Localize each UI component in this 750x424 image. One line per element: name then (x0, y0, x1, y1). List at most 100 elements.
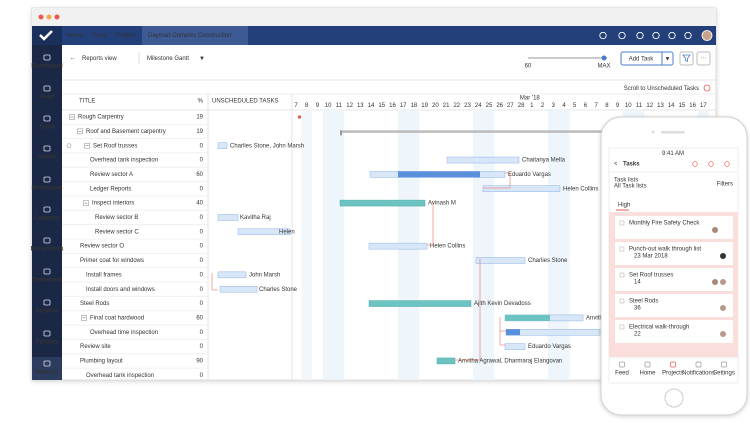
add-task-label[interactable]: Add Task (629, 57, 655, 63)
sidebar-label[interactable]: Issues (38, 155, 57, 161)
view-selector[interactable]: Milestone Gantt (147, 56, 189, 62)
sidebar-label[interactable]: Feed (40, 95, 54, 101)
window-dot[interactable] (38, 14, 44, 20)
sidebar-icon[interactable] (43, 268, 51, 275)
sidebar-label[interactable]: Timesheet (32, 278, 62, 284)
task-bar[interactable] (505, 329, 601, 336)
row-title[interactable]: Primer coat for windows (80, 258, 144, 264)
row-title[interactable]: Install doors and windows (86, 287, 155, 293)
phone-nav-label[interactable]: Notifications (682, 371, 715, 377)
row-title[interactable]: Review sector C (95, 229, 139, 235)
phone-nav-icon[interactable] (695, 361, 702, 368)
avatar[interactable] (701, 30, 713, 41)
close-icon[interactable] (703, 84, 711, 92)
phone-nav-icon[interactable] (644, 361, 651, 368)
nav-item[interactable]: Feed (93, 33, 107, 39)
sidebar-label[interactable]: Calendar (34, 216, 60, 222)
phone-nav-icon[interactable] (721, 361, 727, 368)
task-checkbox[interactable] (619, 220, 625, 226)
nav-icon[interactable] (618, 31, 626, 40)
task-checkbox[interactable] (619, 246, 625, 252)
window-dot[interactable] (46, 14, 52, 20)
home-button[interactable] (664, 388, 684, 408)
scroll-link[interactable]: Scroll to Unscheduled Tasks (624, 86, 699, 92)
row-title[interactable]: Steel Rods (80, 301, 109, 307)
sidebar-icon[interactable] (43, 299, 51, 306)
add-task-button[interactable] (620, 51, 674, 66)
row-title[interactable]: Review sector B (95, 215, 138, 221)
sidebar-icon[interactable] (43, 237, 51, 244)
view-caret[interactable]: ▼ (199, 56, 205, 62)
row-icon[interactable] (66, 143, 72, 148)
sidebar-icon[interactable] (43, 330, 51, 337)
task-card[interactable] (615, 242, 733, 265)
zoom-handle[interactable] (601, 55, 607, 61)
row-title[interactable]: Review sector A (90, 172, 133, 178)
task-bar[interactable] (446, 156, 520, 164)
sidebar-label[interactable]: Forums (36, 340, 59, 346)
task-bar[interactable] (475, 257, 526, 264)
project-tab[interactable] (142, 26, 248, 45)
nav-icon[interactable] (668, 31, 676, 40)
back-arrow[interactable]: ← (70, 56, 76, 62)
phone-nav-label[interactable]: Feed (615, 371, 629, 377)
sidebar-icon[interactable] (43, 176, 51, 183)
task-checkbox[interactable] (619, 324, 625, 330)
task-list-value[interactable]: All Task lists (614, 184, 647, 190)
nav-icon[interactable] (636, 31, 644, 40)
dropdown-caret[interactable]: ▼ (665, 57, 671, 63)
sidebar-label[interactable]: Documents (31, 247, 64, 253)
window-dot[interactable] (54, 14, 60, 20)
filter-button[interactable] (679, 51, 694, 66)
phone-nav-label[interactable]: Projects (662, 371, 684, 377)
row-title[interactable]: Review site (80, 344, 111, 350)
sidebar-label[interactable]: Milestones (31, 186, 63, 192)
unscheduled-task[interactable] (237, 228, 291, 236)
unscheduled-task[interactable] (219, 285, 258, 293)
nav-icon[interactable] (652, 31, 660, 40)
task-card[interactable] (615, 320, 733, 343)
filters[interactable]: Filters (717, 182, 733, 188)
row-title[interactable]: Set Roof trusses (93, 143, 137, 149)
task-card[interactable] (615, 294, 733, 317)
task-checkbox[interactable] (619, 298, 625, 304)
phone-nav-label[interactable]: Home (639, 371, 656, 377)
row-title[interactable]: Final coat hardwood (90, 315, 144, 321)
sidebar-label[interactable]: Finance (36, 309, 59, 315)
row-title[interactable]: Rough Carpentry (78, 115, 124, 121)
sidebar-label[interactable]: Tasks (39, 125, 56, 131)
unscheduled-task[interactable] (217, 214, 239, 221)
sidebar-label[interactable]: Dashboard (31, 64, 63, 70)
sidebar-label[interactable]: Reports (36, 370, 59, 376)
task-bar[interactable] (368, 300, 472, 307)
row-title[interactable]: Plumbing layout (80, 359, 123, 365)
nav-item[interactable]: Home (67, 33, 84, 39)
phone-header-icon[interactable] (692, 161, 698, 167)
sidebar-icon[interactable] (43, 206, 51, 213)
task-checkbox[interactable] (619, 272, 625, 278)
phone-nav-icon[interactable] (619, 361, 625, 368)
unscheduled-task[interactable] (217, 271, 247, 279)
task-bar[interactable] (482, 185, 561, 192)
sidebar-icon[interactable] (43, 115, 51, 122)
task-bar[interactable] (436, 357, 456, 365)
unscheduled-task[interactable] (217, 142, 228, 149)
task-bar[interactable] (504, 343, 526, 350)
task-bar[interactable] (339, 199, 426, 207)
nav-item[interactable]: Projects (115, 33, 137, 39)
phone-nav-icon[interactable] (670, 361, 676, 368)
task-card[interactable] (615, 268, 733, 291)
project-name[interactable]: Daymart Complex Construction (148, 33, 231, 39)
row-title[interactable]: Overhead time inspection (90, 330, 158, 336)
phone-header-icon[interactable] (708, 161, 714, 167)
sidebar-icon[interactable] (43, 145, 51, 152)
row-title[interactable]: Review sector O (80, 244, 124, 250)
task-card[interactable] (615, 216, 733, 239)
phone-header-icon[interactable] (724, 161, 730, 167)
row-title[interactable]: Roof and Basement carpentry (86, 129, 166, 135)
nav-icon[interactable] (684, 31, 692, 40)
tab-high[interactable]: High (618, 203, 630, 209)
row-title[interactable]: Inspect interiors (92, 201, 134, 207)
row-title[interactable]: Overhead tank inspection (90, 158, 158, 164)
row-title[interactable]: Install frames (86, 272, 122, 278)
